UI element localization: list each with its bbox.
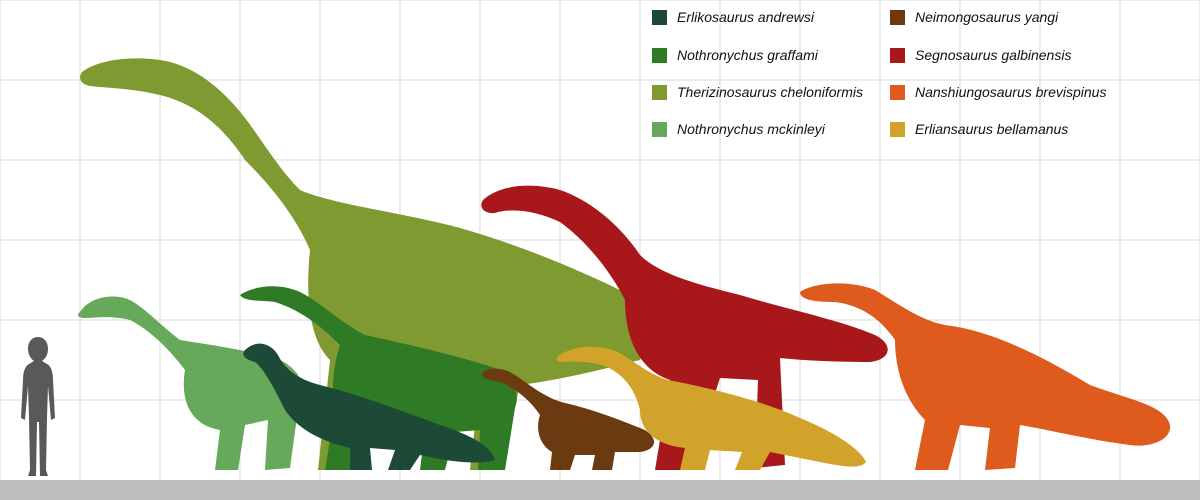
legend-label: Nanshiungosaurus brevispinus: [915, 84, 1107, 100]
legend-swatch: [652, 47, 667, 63]
silhouette-therizinosaurus-cheloniformis: [80, 58, 647, 470]
legend-label: Segnosaurus galbinensis: [915, 47, 1072, 63]
legend-item-segnosaurus: Segnosaurus galbinensis: [890, 45, 1071, 65]
legend-label: Therizinosaurus cheloniformis: [677, 84, 863, 100]
legend-item-therizinosaurus: Therizinosaurus cheloniformis: [652, 82, 863, 102]
legend-label: Neimongosaurus yangi: [915, 9, 1059, 25]
legend-item-neimongosaurus: Neimongosaurus yangi: [890, 7, 1058, 27]
legend-swatch: [652, 121, 667, 137]
legend-item-erliansaurus: Erliansaurus bellamanus: [890, 119, 1068, 139]
legend-swatch: [890, 9, 905, 25]
legend-label: Erliansaurus bellamanus: [915, 121, 1069, 137]
silhouette-erliansaurus-bellamanus: [556, 346, 866, 470]
legend-label: Erlikosaurus andrewsi: [677, 9, 814, 25]
silhouette-nothronychus-graffami: [240, 286, 517, 470]
silhouette-segnosaurus-galbinensis: [481, 185, 888, 470]
legend-swatch: [652, 9, 667, 25]
legend-swatch: [890, 84, 905, 100]
legend-item-nanshiungosaurus: Nanshiungosaurus brevispinus: [890, 82, 1106, 102]
silhouette-nanshiungosaurus-brevispinus: [800, 283, 1171, 470]
legend-swatch: [890, 47, 905, 63]
legend-item-erlikosaurus: Erlikosaurus andrewsi: [652, 7, 814, 27]
silhouette-erlikosaurus-andrewsi: [243, 343, 495, 470]
legend-swatch: [890, 121, 905, 137]
legend-label: Nothronychus graffami: [677, 47, 818, 63]
silhouette-nothronychus-mckinleyi: [77, 296, 302, 470]
human-silhouette-icon: [21, 337, 55, 476]
legend-swatch: [652, 84, 667, 100]
ground-bar: [0, 480, 1200, 500]
legend-label: Nothronychus mckinleyi: [677, 121, 825, 137]
silhouette-neimongosaurus-yangi: [481, 368, 655, 470]
legend-item-nothronychus-graffami: Nothronychus graffami: [652, 45, 818, 65]
legend-item-nothronychus-mckinleyi: Nothronychus mckinleyi: [652, 119, 825, 139]
